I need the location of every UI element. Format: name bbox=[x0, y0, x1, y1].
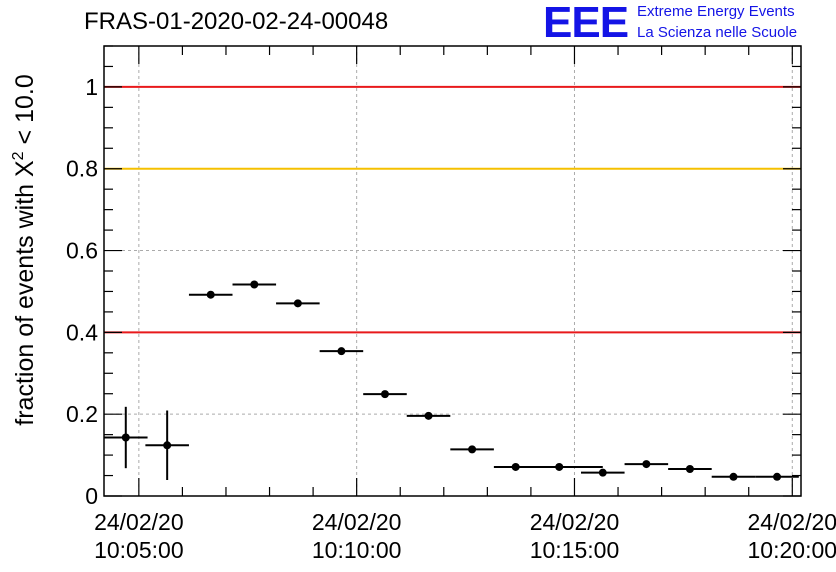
y-tick-label: 0.8 bbox=[66, 156, 98, 182]
data-point bbox=[145, 410, 189, 481]
point-marker bbox=[729, 472, 738, 481]
run-title: FRAS-01-2020-02-24-00048 bbox=[84, 8, 389, 35]
y-tick-label: 0.6 bbox=[66, 238, 98, 264]
data-point bbox=[363, 390, 407, 399]
point-marker bbox=[121, 433, 130, 442]
plot-border bbox=[103, 45, 802, 497]
point-marker bbox=[685, 465, 694, 473]
logo-caption-line1: Extreme Energy Events bbox=[637, 3, 795, 20]
point-marker bbox=[293, 299, 302, 308]
axis-ticks bbox=[104, 45, 801, 497]
x-tick-time-label: 10:20:00 bbox=[748, 537, 836, 563]
x-tick-time-label: 10:15:00 bbox=[530, 537, 620, 563]
y-tick-label: 0 bbox=[85, 483, 98, 509]
data-point bbox=[711, 472, 756, 481]
data-point bbox=[755, 472, 799, 481]
point-marker bbox=[424, 411, 433, 420]
data-point bbox=[232, 280, 277, 289]
x-tick-time-label: 10:10:00 bbox=[312, 537, 402, 563]
point-marker bbox=[642, 460, 651, 469]
data-point bbox=[188, 290, 233, 299]
x-tick-date-label: 24/02/20 bbox=[312, 509, 402, 535]
point-marker bbox=[163, 441, 172, 450]
point-marker bbox=[206, 290, 215, 299]
data-point bbox=[319, 347, 364, 356]
data-point bbox=[515, 462, 603, 471]
point-marker bbox=[337, 347, 346, 356]
point-marker bbox=[250, 280, 259, 289]
y-axis-label: fraction of events with X2 < 10.0 bbox=[10, 74, 39, 425]
x-tick-date-label: 24/02/20 bbox=[530, 509, 620, 535]
x-tick-date-label: 24/02/20 bbox=[748, 509, 836, 535]
data-point bbox=[450, 445, 494, 454]
data-point bbox=[581, 468, 625, 477]
point-marker bbox=[598, 468, 607, 477]
point-marker bbox=[468, 445, 477, 454]
y-tick-label: 0.2 bbox=[66, 401, 98, 427]
plot-frame bbox=[103, 45, 802, 497]
grid-lines bbox=[104, 46, 801, 496]
data-point bbox=[668, 465, 712, 473]
data-point bbox=[406, 411, 451, 420]
tick-labels: 00.20.40.60.8124/02/2010:05:0024/02/2010… bbox=[66, 74, 836, 563]
data-point bbox=[104, 406, 148, 469]
point-marker bbox=[380, 390, 389, 399]
eee-logo: EEE bbox=[543, 0, 629, 47]
logo-caption-line2: La Scienza nelle Scuole bbox=[637, 24, 798, 41]
reference-lines bbox=[104, 85, 801, 334]
data-point bbox=[276, 299, 320, 308]
y-tick-label: 0.4 bbox=[66, 319, 98, 345]
data-point bbox=[624, 460, 669, 469]
x-tick-time-label: 10:05:00 bbox=[94, 537, 184, 563]
x-tick-date-label: 24/02/20 bbox=[94, 509, 184, 535]
data-points bbox=[104, 280, 799, 481]
point-marker bbox=[773, 472, 782, 481]
point-marker bbox=[555, 462, 564, 471]
y-tick-label: 1 bbox=[85, 74, 98, 100]
